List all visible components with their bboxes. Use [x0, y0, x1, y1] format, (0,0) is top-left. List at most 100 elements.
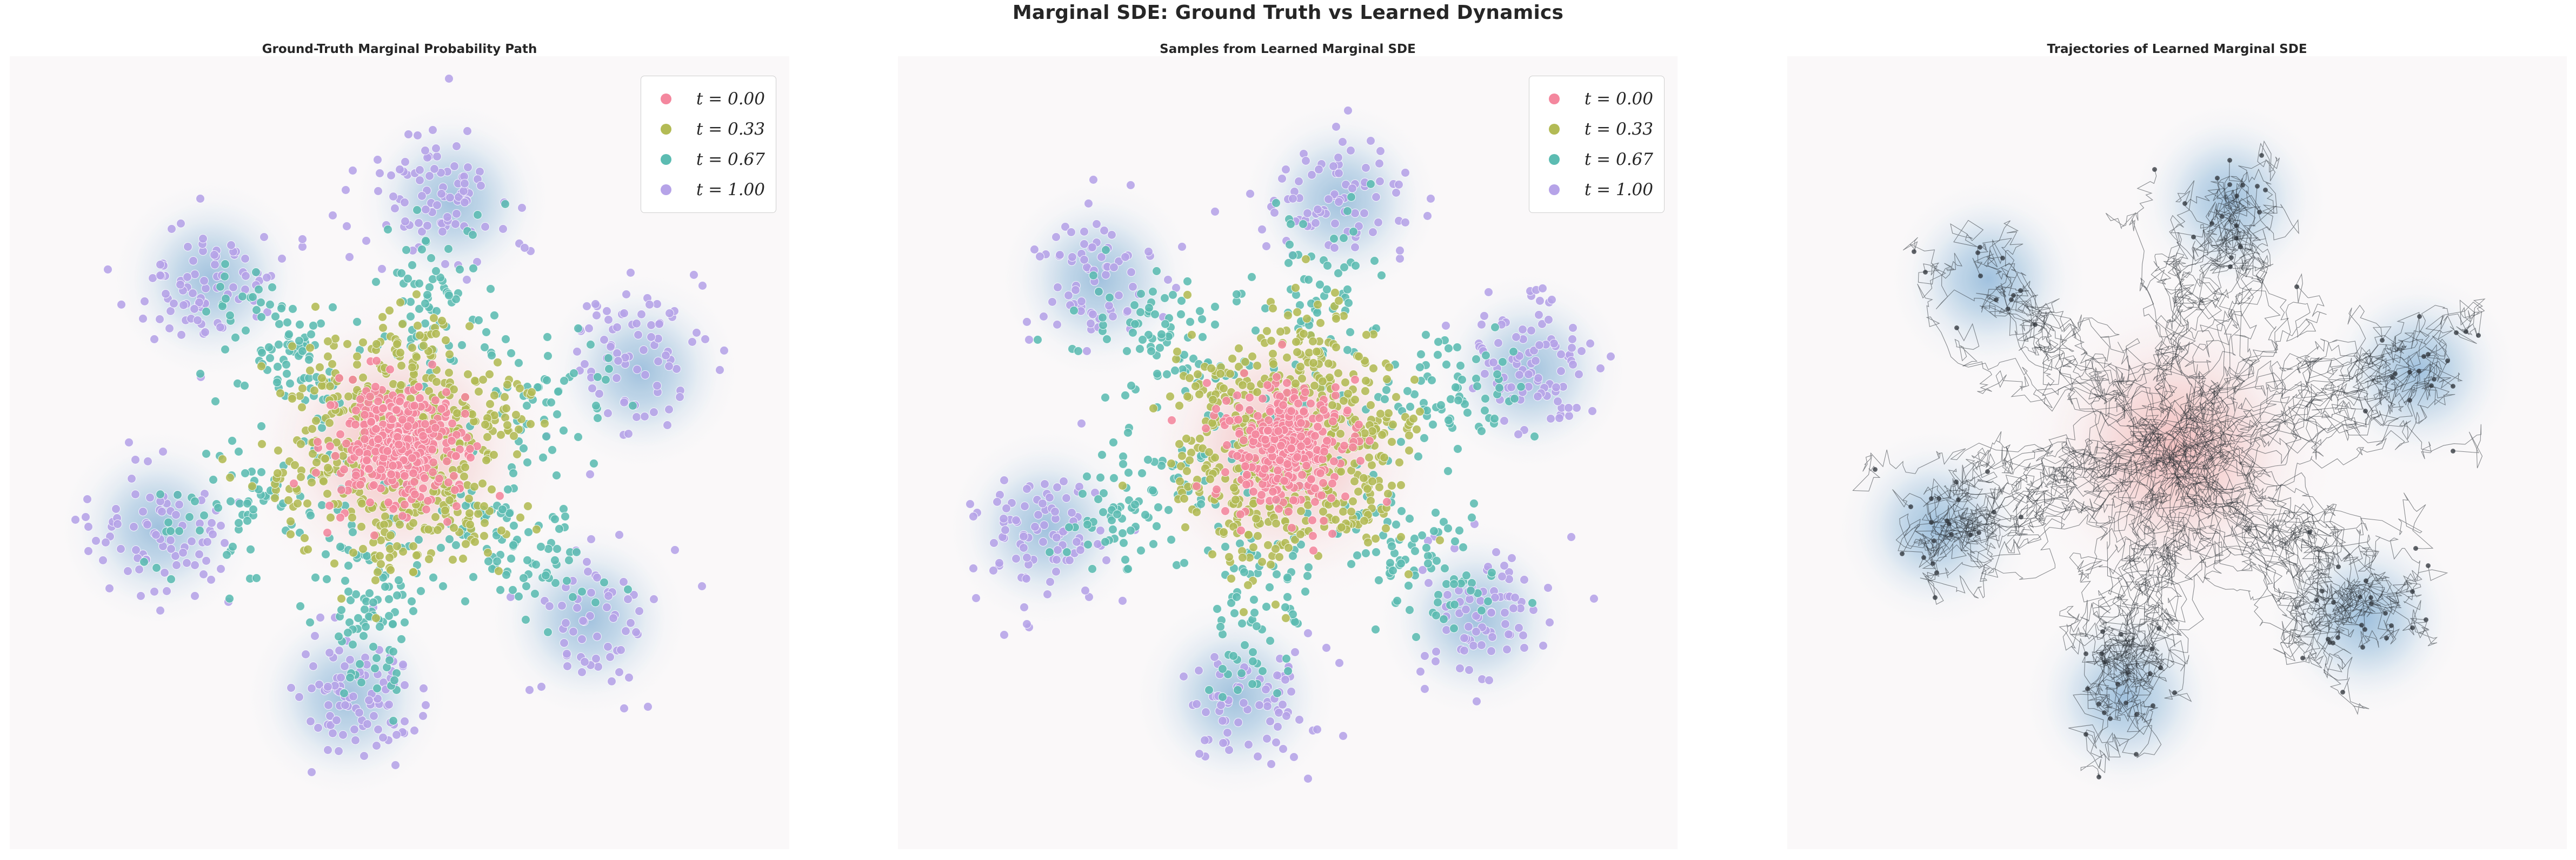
scatter-point: [1093, 495, 1103, 504]
scatter-point: [1339, 262, 1349, 272]
scatter-point: [1147, 346, 1156, 356]
scatter-point: [388, 647, 398, 657]
legend-item[interactable]: t = 1.00: [1537, 175, 1653, 205]
scatter-point: [1070, 285, 1080, 295]
scatter-point: [222, 550, 231, 559]
scatter-point: [1177, 242, 1187, 252]
scatter-point: [536, 682, 546, 691]
scatter-point: [451, 219, 461, 229]
scatter-point: [592, 572, 602, 582]
scatter-point: [514, 358, 523, 368]
scatter-point: [1266, 759, 1276, 769]
scatter-point: [1083, 519, 1093, 529]
scatter-point: [1338, 507, 1348, 517]
scatter-point: [1253, 361, 1262, 370]
scatter-point: [400, 197, 410, 207]
legend-item[interactable]: t = 1.00: [649, 175, 765, 205]
trajectory-endpoint: [2172, 690, 2178, 695]
scatter-point: [415, 331, 424, 341]
trajectory-endpoint: [2011, 292, 2016, 298]
scatter-point: [349, 548, 358, 557]
scatter-point: [423, 524, 433, 534]
scatter-point: [414, 218, 423, 228]
legend-item[interactable]: t = 0.67: [649, 144, 765, 175]
scatter-point: [430, 164, 440, 174]
scatter-point: [358, 372, 368, 382]
scatter-point: [1231, 495, 1241, 504]
scatter-point: [631, 319, 641, 329]
scatter-point: [654, 357, 663, 366]
scatter-point: [343, 339, 352, 349]
scatter-point: [307, 684, 316, 694]
scatter-point: [207, 575, 216, 585]
legend-item[interactable]: t = 0.67: [1537, 144, 1653, 175]
scatter-point: [428, 467, 437, 477]
trajectory-endpoint: [2124, 701, 2129, 706]
scatter-point: [431, 329, 441, 339]
scatter-point: [389, 191, 398, 201]
scatter-point: [1488, 358, 1498, 368]
scatter-point: [438, 582, 448, 591]
scatter-point: [1136, 545, 1146, 555]
scatter-point: [1476, 605, 1486, 615]
trajectory-endpoint: [2229, 255, 2234, 260]
legend-item[interactable]: t = 0.00: [1537, 84, 1653, 114]
scatter-point: [1352, 550, 1362, 560]
legend-item[interactable]: t = 0.00: [649, 84, 765, 114]
scatter-point: [1308, 336, 1317, 346]
scatter-point: [1157, 330, 1166, 339]
trajectory-endpoint: [2407, 398, 2412, 403]
scatter-point: [1313, 308, 1322, 317]
scatter-point: [295, 601, 305, 611]
scatter-point: [663, 420, 673, 430]
scatter-point: [531, 560, 541, 570]
scatter-point: [458, 554, 468, 563]
scatter-point: [552, 544, 562, 554]
scatter-point: [999, 630, 1009, 639]
scatter-point: [543, 332, 553, 342]
scatter-point: [1210, 320, 1220, 330]
scatter-point: [1083, 540, 1093, 550]
scatter-point: [1308, 531, 1318, 541]
scatter-point: [1360, 208, 1369, 218]
scatter-point: [190, 560, 200, 570]
scatter-point: [165, 526, 175, 536]
legend-panel-1[interactable]: t = 0.00 t = 0.33 t = 0.67 t = 1.00: [640, 76, 776, 213]
scatter-point: [1271, 495, 1281, 504]
scatter-point: [356, 678, 366, 688]
scatter-point: [407, 261, 417, 270]
scatter-point: [508, 540, 518, 550]
scatter-point: [601, 375, 610, 385]
trajectory-endpoint: [2362, 626, 2367, 632]
scatter-point: [1192, 699, 1201, 709]
scatter-point: [341, 576, 350, 586]
scatter-point: [225, 310, 235, 320]
scatter-point: [448, 555, 457, 564]
scatter-point: [1329, 243, 1339, 253]
scatter-point: [1151, 521, 1161, 531]
scatter-point: [415, 165, 424, 175]
scatter-point: [664, 309, 674, 318]
scatter-point: [1091, 219, 1101, 229]
scatter-point: [277, 254, 287, 263]
scatter-point: [225, 473, 235, 483]
scatter-point: [1021, 574, 1031, 584]
scatter-point: [421, 700, 431, 710]
legend-item[interactable]: t = 0.33: [1537, 114, 1653, 144]
scatter-point: [1253, 531, 1262, 541]
scatter-point: [1262, 326, 1272, 336]
scatter-point: [1302, 209, 1312, 218]
scatter-point: [1499, 561, 1509, 570]
legend-item[interactable]: t = 0.33: [649, 114, 765, 144]
legend-panel-2[interactable]: t = 0.00 t = 0.33 t = 0.67 t = 1.00: [1528, 76, 1665, 213]
scatter-point: [1498, 357, 1508, 367]
trajectory-endpoint: [1931, 538, 1936, 543]
scatter-point: [604, 354, 614, 363]
scatter-point: [1381, 385, 1391, 395]
scatter-point: [1262, 734, 1272, 744]
scatter-point: [190, 269, 200, 279]
scatter-point: [400, 680, 409, 690]
scatter-point: [211, 397, 221, 406]
scatter-point: [297, 234, 307, 244]
scatter-point: [1471, 626, 1481, 636]
